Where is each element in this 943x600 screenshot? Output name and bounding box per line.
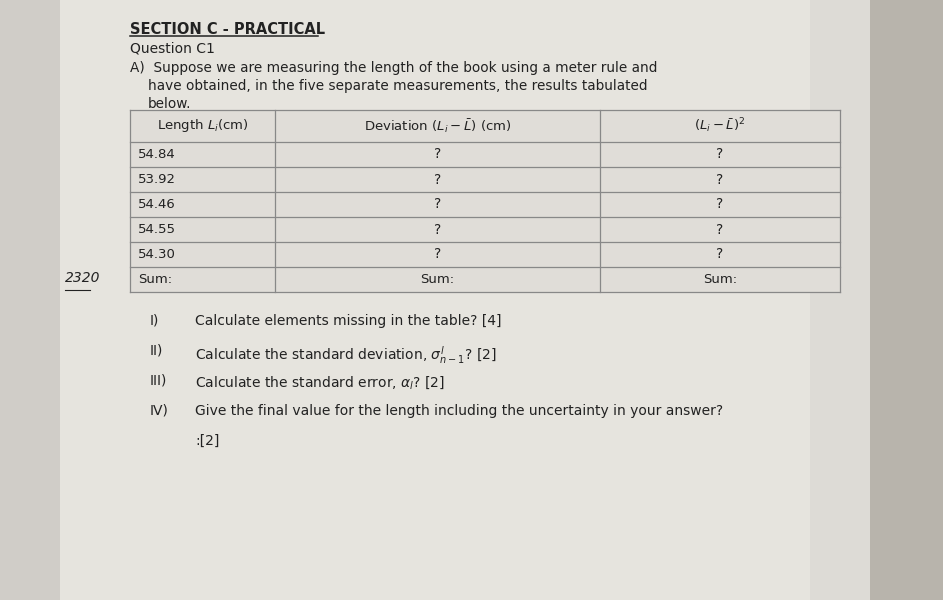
Text: I): I) bbox=[150, 314, 159, 328]
Bar bbox=[60, 0, 810, 600]
Text: SECTION C - PRACTICAL: SECTION C - PRACTICAL bbox=[130, 22, 325, 37]
Text: Sum:: Sum: bbox=[421, 273, 455, 286]
Text: A)  Suppose we are measuring the length of the book using a meter rule and: A) Suppose we are measuring the length o… bbox=[130, 61, 657, 75]
Text: III): III) bbox=[150, 374, 167, 388]
Text: IV): IV) bbox=[150, 404, 169, 418]
Bar bbox=[0, 0, 60, 600]
Text: ?: ? bbox=[434, 197, 441, 211]
Text: ?: ? bbox=[717, 223, 723, 236]
Text: Calculate the standard deviation, $\sigma^l_{n-1}$? [2]: Calculate the standard deviation, $\sigm… bbox=[195, 344, 497, 366]
Text: ?: ? bbox=[434, 148, 441, 161]
Bar bbox=[870, 0, 943, 600]
Text: Question C1: Question C1 bbox=[130, 41, 215, 55]
Text: ?: ? bbox=[717, 197, 723, 211]
Text: II): II) bbox=[150, 344, 163, 358]
Text: :[2]: :[2] bbox=[195, 434, 220, 448]
Text: ?: ? bbox=[434, 173, 441, 187]
Text: 54.46: 54.46 bbox=[138, 198, 175, 211]
Text: ?: ? bbox=[717, 173, 723, 187]
Text: 2320: 2320 bbox=[65, 271, 101, 284]
Text: have obtained, in the five separate measurements, the results tabulated: have obtained, in the five separate meas… bbox=[148, 79, 648, 93]
Text: 54.84: 54.84 bbox=[138, 148, 175, 161]
Text: 54.30: 54.30 bbox=[138, 248, 176, 261]
Text: Sum:: Sum: bbox=[138, 273, 173, 286]
Text: Deviation $(L_i - \bar{L})$ (cm): Deviation $(L_i - \bar{L})$ (cm) bbox=[364, 117, 511, 135]
Text: Length $L_i$(cm): Length $L_i$(cm) bbox=[157, 118, 248, 134]
Text: Sum:: Sum: bbox=[703, 273, 737, 286]
Text: ?: ? bbox=[717, 148, 723, 161]
Text: Calculate elements missing in the table? [4]: Calculate elements missing in the table?… bbox=[195, 314, 502, 328]
Text: below.: below. bbox=[148, 97, 191, 111]
Text: ?: ? bbox=[434, 223, 441, 236]
Text: ?: ? bbox=[434, 247, 441, 262]
Text: 53.92: 53.92 bbox=[138, 173, 176, 186]
Text: Give the final value for the length including the uncertainty in your answer?: Give the final value for the length incl… bbox=[195, 404, 723, 418]
Bar bbox=[130, 110, 840, 292]
Text: $(L_i - \bar{L})^2$: $(L_i - \bar{L})^2$ bbox=[694, 117, 746, 135]
Text: Calculate the standard error, $\alpha_l$? [2]: Calculate the standard error, $\alpha_l$… bbox=[195, 374, 445, 391]
Text: ?: ? bbox=[717, 247, 723, 262]
Text: 54.55: 54.55 bbox=[138, 223, 176, 236]
